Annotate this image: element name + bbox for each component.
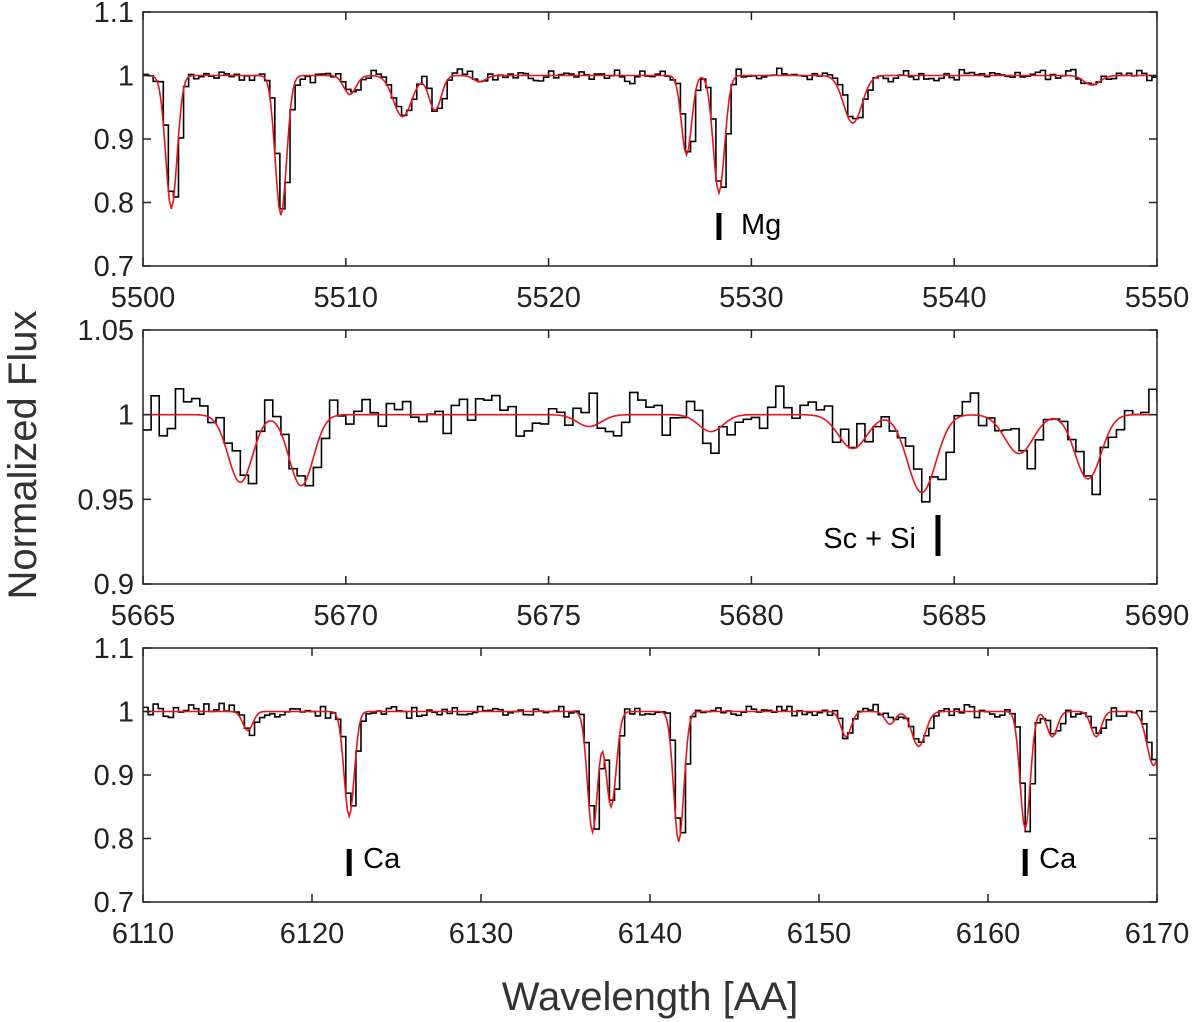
x-tick-label: 6170 [1125, 918, 1190, 950]
x-tick-label: 5680 [719, 600, 784, 632]
y-axis-title: Normalized Flux [1, 311, 45, 600]
x-tick-label: 6120 [280, 918, 345, 950]
y-tick-label: 1.05 [78, 315, 134, 347]
x-tick-label: 5685 [922, 600, 987, 632]
series-observed-panel-1 [143, 67, 1157, 210]
y-tick-label: 1 [118, 400, 134, 432]
x-tick-label: 6150 [787, 918, 852, 950]
series-model-panel-3 [143, 710, 1157, 842]
x-tick-label: 5675 [516, 600, 581, 632]
line-label: Ca [363, 843, 401, 875]
panel-2: 5665 5670 5675 5680 5685 5690 0.9 0.95 1 1.05 Sc +… [78, 315, 1190, 632]
x-tick-label: 5530 [719, 282, 784, 314]
x-tick-label: 5520 [516, 282, 581, 314]
x-tick-label: 5510 [314, 282, 379, 314]
y-tick-label: 0.8 [94, 188, 134, 220]
panel-3: 6110 6120 6130 6140 6150 6160 6170 0.7 0.8 0.9 1 1.… [94, 633, 1190, 950]
axes-frame-panel-1 [142, 11, 1158, 267]
y-tick-label: 0.7 [94, 251, 134, 283]
y-tick-label: 1.1 [94, 0, 134, 29]
y-tick-label: 0.9 [94, 569, 134, 601]
y-tick-label: 1 [118, 61, 134, 93]
x-tick-label: 5540 [922, 282, 987, 314]
axes-frame-panel-2 [142, 329, 1158, 585]
x-tick-label: 5500 [111, 282, 176, 314]
x-tick-label: 5690 [1125, 600, 1190, 632]
x-axis-title: Wavelength [AA] [502, 975, 798, 1019]
y-tick-label: 0.8 [94, 824, 134, 856]
y-tick-label: 0.95 [78, 484, 134, 516]
x-tick-label: 5550 [1125, 282, 1190, 314]
x-tick-label: 6140 [618, 918, 683, 950]
series-observed-panel-2 [143, 385, 1157, 503]
axes-frame-panel-3 [142, 647, 1158, 903]
x-tick-label: 6160 [956, 918, 1021, 950]
line-label: Ca [1039, 843, 1077, 875]
x-tick-label: 6110 [112, 918, 174, 950]
y-tick-label: 0.7 [94, 887, 134, 919]
series-observed-panel-3 [143, 702, 1157, 834]
x-tick-label: 5670 [314, 600, 379, 632]
y-tick-label: 0.9 [94, 760, 134, 792]
y-tick-label: 1 [118, 697, 134, 729]
x-tick-label: 6130 [449, 918, 514, 950]
panel-1: 5500 5510 5520 5530 5540 5550 0.7 0.8 0.9 1 1.1 Mg [94, 0, 1190, 314]
line-label: Sc + Si [823, 523, 916, 555]
series-model-panel-1 [143, 74, 1157, 216]
x-tick-label: 5665 [111, 600, 176, 632]
y-tick-label: 0.9 [94, 124, 134, 156]
series-model-panel-2 [143, 413, 1157, 494]
y-tick-label: 1.1 [94, 633, 134, 665]
line-label: Mg [741, 209, 781, 241]
